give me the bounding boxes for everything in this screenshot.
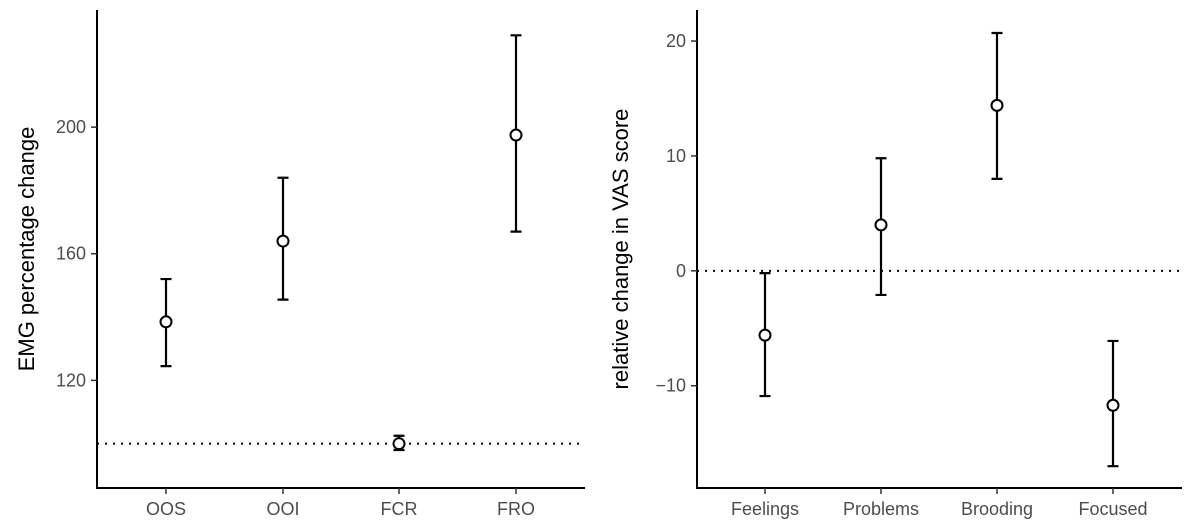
data-point bbox=[392, 437, 406, 451]
data-point bbox=[874, 218, 888, 232]
x-tick-label: Focused bbox=[1078, 499, 1147, 519]
y-tick-label: 160 bbox=[56, 244, 86, 264]
data-point bbox=[276, 234, 290, 248]
y-tick-label: 20 bbox=[666, 31, 686, 51]
y-tick-label: 10 bbox=[666, 146, 686, 166]
y-axis-title: relative change in VAS score bbox=[608, 109, 633, 390]
x-tick-label: Problems bbox=[843, 499, 919, 519]
x-tick-label: FRO bbox=[497, 499, 535, 519]
data-point bbox=[159, 315, 173, 329]
emg-panel: 120 160 200 OOS OOI FCR FRO EMG percentage chan… bbox=[14, 10, 585, 519]
y-tick-label: −10 bbox=[655, 376, 686, 396]
x-tick-label: OOI bbox=[266, 499, 299, 519]
data-point bbox=[509, 128, 523, 142]
y-tick-label: 0 bbox=[676, 261, 686, 281]
x-tick-label: Brooding bbox=[961, 499, 1033, 519]
data-point bbox=[1106, 398, 1120, 412]
vas-panel: −10 0 10 20 Feelings Problems Brooding Focused r… bbox=[608, 10, 1182, 519]
x-tick-label: Feelings bbox=[731, 499, 799, 519]
y-tick-label: 200 bbox=[56, 117, 86, 137]
data-point bbox=[758, 328, 772, 342]
y-axis-title: EMG percentage change bbox=[14, 127, 39, 372]
data-point bbox=[990, 98, 1004, 112]
x-tick-label: OOS bbox=[146, 499, 186, 519]
x-tick-label: FCR bbox=[381, 499, 418, 519]
y-tick-label: 120 bbox=[56, 370, 86, 390]
